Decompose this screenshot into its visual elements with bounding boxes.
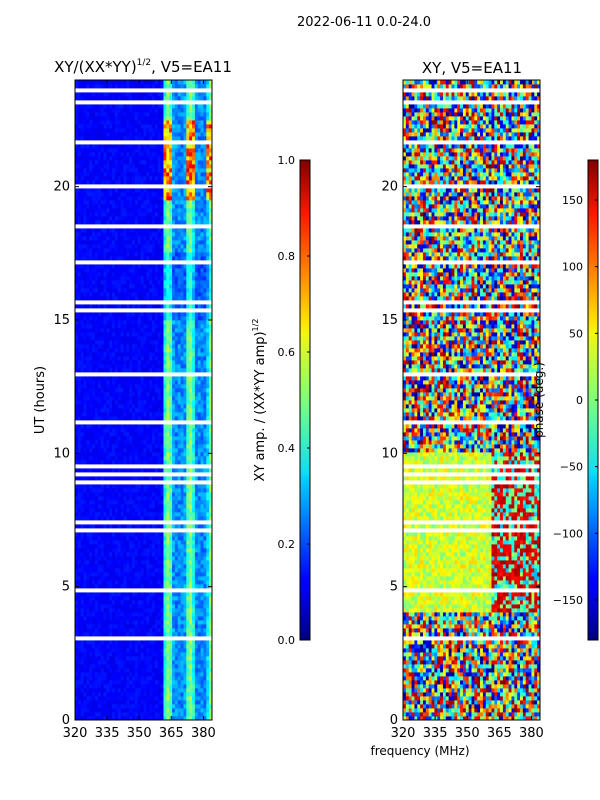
amplitude-axes-frame	[74, 79, 213, 721]
phase-x-tick-label: 365	[487, 726, 512, 741]
phase-heatmap	[403, 80, 541, 721]
amplitude-y-tick-label: 10	[53, 446, 70, 461]
phase-x-tick-label: 335	[423, 726, 448, 741]
phase-axes-frame	[402, 79, 541, 721]
phase-colorbar-tick-label: −50	[560, 461, 583, 474]
amplitude-heatmap	[75, 80, 213, 721]
phase-y-tick-label: 10	[381, 446, 398, 461]
phase-x-ticks: 320 335 350 365 380	[391, 80, 544, 741]
phase-panel: XY, V5=EA11 320 335 350 365 380 0 5 10 15 20 fre…	[370, 59, 543, 758]
amplitude-y-axis-label: UT (hours)	[33, 366, 48, 434]
amplitude-colorbar-tick-label: 0.2	[278, 538, 296, 551]
phase-y-ticks: 0 5 10 15 20	[381, 180, 540, 728]
amplitude-colorbar-tick-label: 0.4	[278, 442, 296, 455]
amplitude-x-ticks: 320 335 350 365 380	[63, 80, 216, 741]
phase-colorbar-tick-label: 0	[576, 394, 583, 407]
amplitude-y-tick-label: 20	[53, 180, 70, 195]
phase-y-tick-label: 15	[381, 313, 398, 328]
phase-y-tick-label: 0	[390, 713, 398, 728]
amplitude-colorbar-label: XY amp. / (XX*YY amp)1/2	[251, 319, 268, 482]
amplitude-colorbar-tick-label: 0.0	[278, 634, 296, 647]
amplitude-colorbar-gradient	[299, 159, 311, 641]
phase-x-tick-label: 350	[455, 726, 480, 741]
amplitude-colorbar-ticks: 0.0 0.2 0.4 0.6 0.8 1.0	[278, 154, 310, 647]
amplitude-x-tick-label: 350	[127, 726, 152, 741]
phase-x-axis-label: frequency (MHz)	[370, 744, 469, 758]
phase-panel-title: XY, V5=EA11	[422, 59, 522, 77]
amplitude-colorbar-tick-label: 1.0	[278, 154, 296, 167]
amplitude-y-tick-label: 0	[62, 713, 70, 728]
phase-y-tick-label: 20	[381, 180, 398, 195]
phase-x-tick-label: 320	[391, 726, 416, 741]
amplitude-colorbar-tick-label: 0.8	[278, 250, 296, 263]
phase-colorbar-tick-label: 150	[562, 194, 583, 207]
amplitude-panel-title: XY/(XX*YY)1/2, V5=EA11	[54, 58, 232, 76]
amplitude-panel: XY/(XX*YY)1/2, V5=EA11 320 335 350 365 380 0…	[33, 58, 232, 741]
phase-colorbar-tick-label: 100	[562, 261, 583, 274]
amplitude-x-tick-label: 335	[95, 726, 120, 741]
figure-suptitle: 2022-06-11 0.0-24.0	[297, 15, 431, 30]
phase-colorbar-tick-label: −100	[553, 527, 583, 540]
amplitude-y-tick-label: 5	[62, 580, 70, 595]
amplitude-colorbar: 0.0 0.2 0.4 0.6 0.8 1.0 XY amp. / (XX*YY amp)…	[251, 154, 311, 647]
phase-colorbar-label: phase (deg.)	[532, 362, 546, 438]
amplitude-y-tick-label: 15	[53, 313, 70, 328]
amplitude-y-ticks: 0 5 10 15 20	[53, 180, 212, 728]
phase-colorbar-tick-label: 50	[569, 327, 583, 340]
phase-colorbar-ticks: −150 −100 −50 0 50 100 150	[553, 194, 598, 607]
amplitude-colorbar-tick-label: 0.6	[278, 346, 296, 359]
amplitude-x-tick-label: 380	[191, 726, 216, 741]
amplitude-x-tick-label: 365	[159, 726, 184, 741]
phase-colorbar-tick-label: −150	[553, 594, 583, 607]
phase-x-tick-label: 380	[519, 726, 544, 741]
amplitude-x-tick-label: 320	[63, 726, 88, 741]
phase-colorbar: −150 −100 −50 0 50 100 150 phase (deg.)	[532, 159, 599, 641]
phase-y-tick-label: 5	[390, 580, 398, 595]
